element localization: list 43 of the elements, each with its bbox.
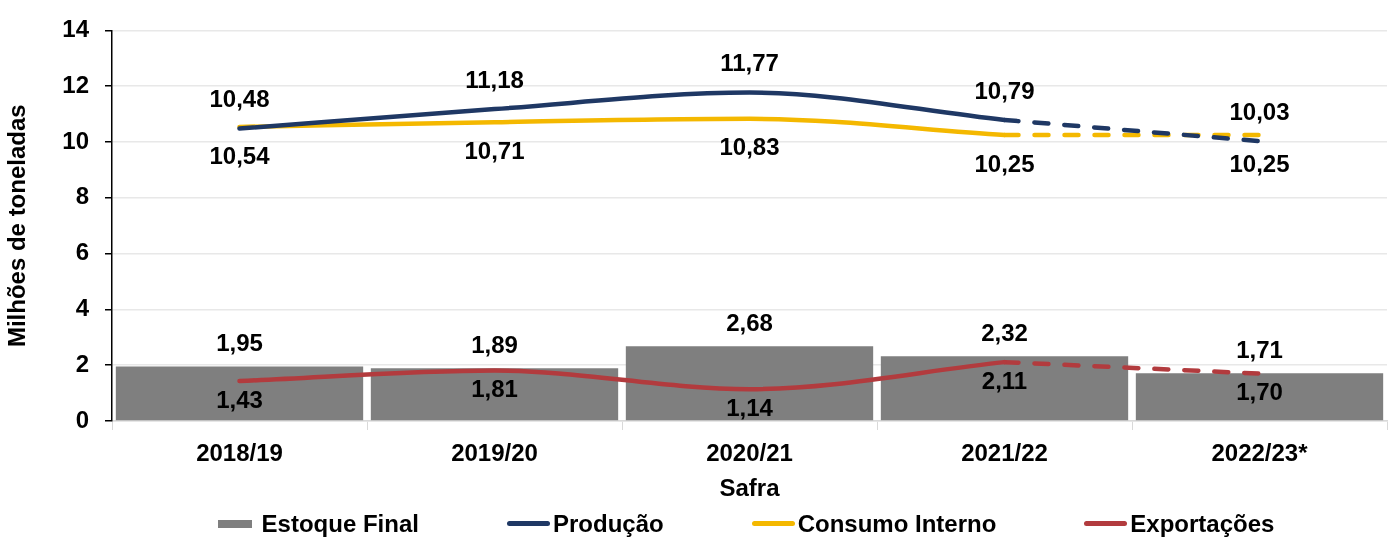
y-axis-title: Milhões de toneladas (3, 104, 31, 348)
data-label: 1,95 (216, 329, 263, 357)
y-tick-label: 10 (62, 126, 89, 154)
bar (625, 346, 874, 421)
data-label: 11,77 (720, 49, 779, 77)
data-label: 1,14 (726, 393, 774, 421)
y-tick-label: 2 (75, 349, 89, 377)
data-label: 2,32 (981, 318, 1028, 346)
y-tick-label: 12 (62, 70, 89, 98)
data-label: 10,48 (209, 85, 270, 113)
data-label: 2,11 (981, 366, 1028, 394)
y-tick-label: 8 (75, 182, 89, 210)
data-label: 10,25 (974, 149, 1035, 177)
data-label: 1,89 (471, 330, 518, 358)
data-label: 11,18 (465, 65, 524, 93)
x-tick-label: 2020/21 (706, 439, 793, 467)
y-tick-label: 4 (75, 294, 90, 322)
y-tick-label: 0 (75, 405, 89, 433)
x-tick-label: 2022/23* (1211, 439, 1309, 467)
bar (115, 366, 364, 421)
bar (880, 356, 1129, 421)
data-label: 2,68 (726, 308, 773, 336)
data-label: 10,71 (464, 136, 525, 164)
data-label: 10,54 (209, 141, 271, 169)
legend-label: Estoque Final (261, 510, 419, 537)
data-label: 1,71 (1236, 335, 1283, 363)
x-tick-label: 2019/20 (451, 439, 538, 467)
legend-label: Exportações (1130, 510, 1275, 537)
legend-label: Produção (552, 510, 664, 537)
data-label: 1,43 (216, 385, 263, 413)
x-tick-label: 2018/19 (196, 439, 283, 467)
data-label: 10,03 (1229, 97, 1290, 125)
data-label: 1,81 (471, 375, 518, 403)
bar (1135, 373, 1384, 421)
data-label: 10,25 (1229, 149, 1290, 177)
legend-label: Consumo Interno (797, 510, 997, 537)
x-tick-label: 2021/22 (961, 439, 1048, 467)
x-axis-title: Safra (719, 474, 781, 502)
data-label: 1,70 (1236, 378, 1283, 406)
y-tick-label: 6 (75, 238, 89, 266)
data-label: 10,79 (974, 76, 1035, 104)
data-label: 10,83 (719, 133, 780, 161)
y-tick-label: 14 (62, 15, 90, 43)
